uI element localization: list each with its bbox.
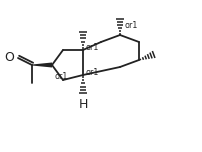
Text: O: O: [4, 52, 14, 64]
Polygon shape: [32, 62, 52, 67]
Text: or1: or1: [86, 43, 99, 52]
Text: or1: or1: [55, 72, 68, 81]
Text: or1: or1: [86, 69, 99, 78]
Text: H: H: [78, 98, 87, 111]
Text: or1: or1: [124, 21, 138, 30]
